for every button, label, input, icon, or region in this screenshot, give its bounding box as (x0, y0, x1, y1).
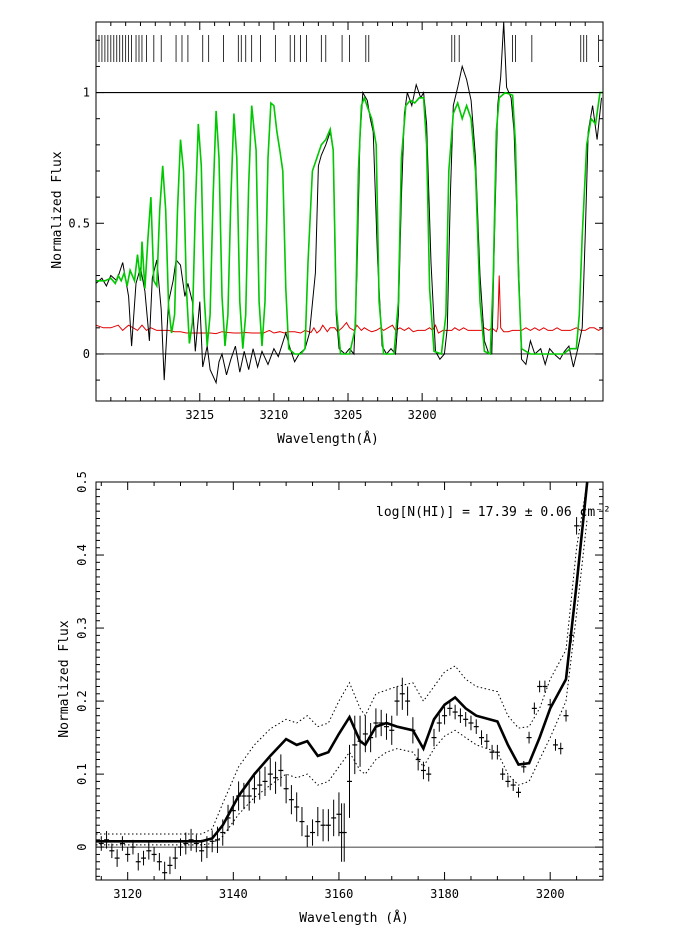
absorption-line-markers (98, 35, 599, 62)
x-tick-label: 3205 (334, 408, 363, 422)
x-tick-label: 3210 (259, 408, 288, 422)
data-points-with-errorbars (98, 517, 580, 880)
y-tick-label: 0.4 (75, 544, 89, 566)
bottom-y-axis-label: Normalized Flux (57, 620, 72, 738)
model-lower-dotted-line (96, 518, 588, 846)
y-tick-label: 0 (75, 844, 89, 851)
model-upper-dotted-line (96, 481, 588, 835)
model-fit-line (96, 481, 589, 843)
top-plot-frame (95, 21, 604, 402)
x-tick-label: 3120 (113, 887, 142, 901)
y-tick-label: 0.3 (75, 617, 89, 639)
y-tick-label: 0.2 (75, 690, 89, 712)
y-tick-label: 1 (83, 86, 90, 100)
x-tick-label: 3215 (185, 408, 214, 422)
top-y-ticks: 00.51 (68, 39, 603, 381)
x-tick-label: 3200 (536, 887, 565, 901)
bottom-x-axis-label: Wavelength (Å) (299, 910, 409, 926)
top-y-axis-label: Normalized Flux (50, 151, 65, 269)
y-tick-label: 0 (83, 347, 90, 361)
x-tick-label: 3160 (324, 887, 353, 901)
y-tick-label: 0.5 (68, 216, 90, 230)
top-x-ticks: 3200 3205 3210 3215 (110, 22, 586, 422)
bottom-panel: 3120 3140 3160 3180 3200 0 0.1 0.2 0.3 0.4 0.5 lo… (57, 471, 611, 926)
y-tick-label: 0.1 (75, 763, 89, 785)
model-fit-line (96, 91, 603, 356)
x-tick-label: 3140 (219, 887, 248, 901)
column-density-annotation: log[N(HI)] = 17.39 ± 0.06 cm⁻² (376, 505, 611, 520)
x-tick-label: 3200 (408, 408, 437, 422)
bottom-y-ticks: 0 0.1 0.2 0.3 0.4 0.5 (75, 471, 603, 877)
x-tick-label: 3180 (430, 887, 459, 901)
bottom-plot-frame (95, 481, 604, 881)
bottom-x-ticks: 3120 3140 3160 3180 3200 (100, 482, 604, 901)
y-tick-label: 0.5 (75, 471, 89, 493)
top-x-axis-label: Wavelength(Å) (277, 431, 379, 447)
